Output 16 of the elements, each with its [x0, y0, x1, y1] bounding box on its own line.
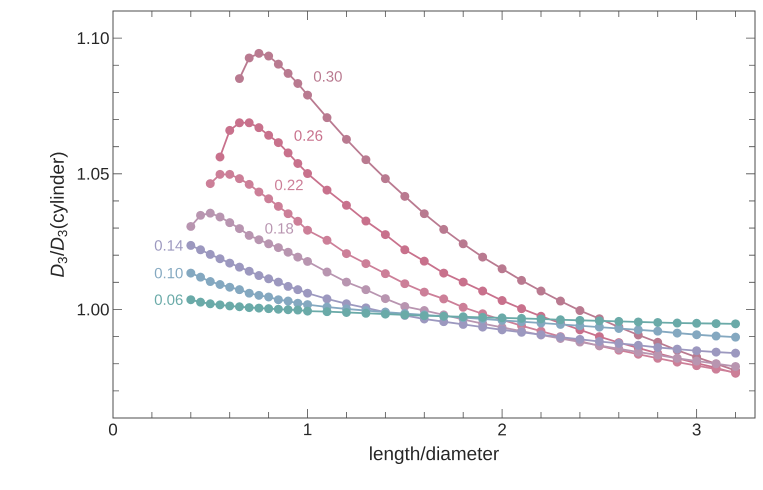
y-tick-label: 1.10	[78, 32, 109, 44]
x-tick-label: 3	[692, 424, 701, 436]
x-tick-label: 0	[108, 424, 118, 436]
x-tick-label: 2	[498, 424, 506, 436]
series-label: 0.14	[154, 240, 183, 251]
y-tick-label: 1.05	[78, 168, 109, 180]
x-axis-title: length/diameter	[370, 446, 499, 464]
x-tick-label: 1	[304, 424, 312, 436]
series-label: 0.26	[294, 130, 322, 141]
series-label: 0.10	[154, 268, 183, 278]
series-label: 0.22	[275, 180, 303, 190]
y-tick-label: 1.00	[78, 303, 109, 316]
series-label: 0.18	[265, 223, 294, 234]
series-label: 0.30	[314, 71, 342, 82]
y-axis-title: D$_{3}$/D$_{3}$(cylinder)	[50, 152, 68, 278]
series-label: 0.06	[154, 294, 183, 305]
